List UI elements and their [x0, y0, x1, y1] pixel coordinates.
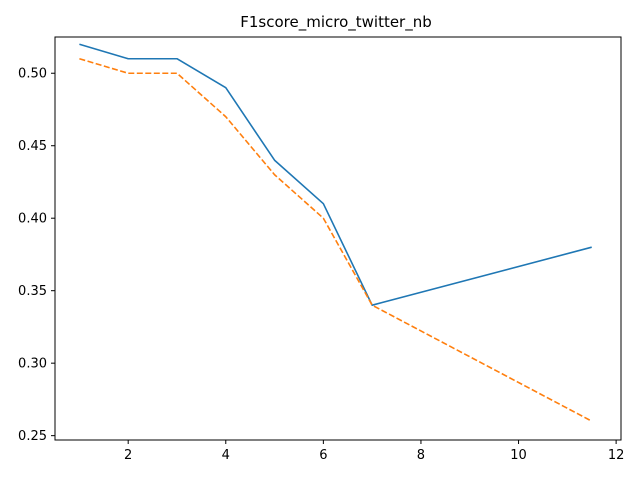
x-tick-label: 4 — [222, 448, 230, 463]
x-tick-label: 8 — [417, 448, 425, 463]
x-tick-label: 6 — [319, 448, 327, 463]
y-tick-label: 0.30 — [18, 357, 47, 372]
series-line-2 — [79, 57, 593, 422]
y-tick-label: 0.50 — [18, 67, 47, 82]
axes-frame — [54, 36, 622, 441]
series-line-1 — [79, 43, 592, 306]
y-tick-label: 0.45 — [18, 139, 47, 154]
x-tick-label: 2 — [124, 448, 132, 463]
x-tick-label: 10 — [510, 448, 527, 463]
x-tick-label: 12 — [608, 448, 625, 463]
x-axis: 2 4 6 8 10 12 — [124, 440, 624, 463]
series-layer — [79, 43, 593, 422]
y-axis: 0.25 0.30 0.35 0.40 0.45 0.50 — [18, 67, 55, 444]
y-tick-label: 0.40 — [18, 212, 47, 227]
chart-title: F1score_micro_twitter_nb — [240, 13, 432, 32]
y-tick-label: 0.35 — [18, 284, 47, 299]
y-tick-label: 0.25 — [18, 429, 47, 444]
